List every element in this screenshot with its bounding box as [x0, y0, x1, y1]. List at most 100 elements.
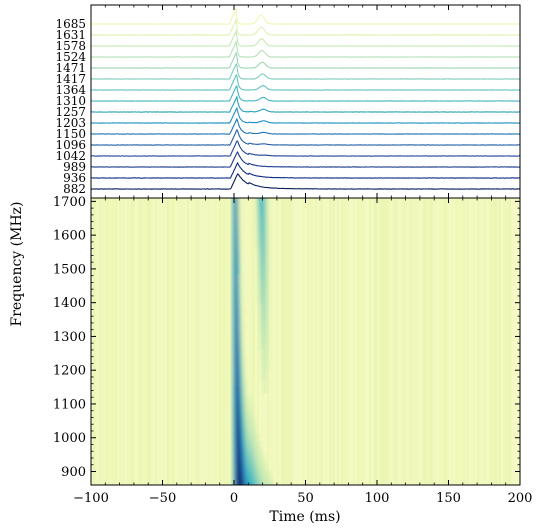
- noise-streak: [469, 198, 471, 485]
- noise-streak: [475, 198, 477, 485]
- spectrum-cell: [237, 366, 240, 370]
- spectrum-cell: [266, 285, 269, 289]
- spectrum-cell: [230, 201, 233, 205]
- spectrum-cell: [239, 482, 242, 485]
- spectrum-cell: [266, 325, 269, 329]
- spectrum-cell: [264, 360, 267, 364]
- noise-streak: [437, 198, 439, 485]
- spectrum-cell: [264, 268, 267, 272]
- spectrum-cell: [258, 204, 261, 208]
- spectrum-cell: [230, 252, 233, 256]
- noise-streak: [511, 198, 513, 485]
- noise-streak: [479, 198, 481, 485]
- spectrum-cell: [234, 317, 237, 321]
- spectrum-cell: [237, 298, 240, 302]
- noise-streak: [291, 198, 293, 485]
- spectrum-cell: [263, 309, 266, 313]
- spectrum-cell: [264, 306, 267, 310]
- spectrum-cell: [240, 409, 243, 413]
- spectrum-cell: [263, 222, 266, 226]
- profile-line-882: [91, 173, 520, 190]
- noise-streak: [301, 198, 303, 485]
- spectrum-cell: [247, 447, 250, 451]
- spectrum-cell: [237, 339, 240, 343]
- spectrum-cell: [264, 222, 267, 226]
- spectrum-cell: [230, 274, 233, 278]
- spectrum-cell: [254, 474, 257, 478]
- spectrum-cell: [237, 349, 240, 353]
- spectrum-cell: [242, 393, 245, 397]
- profile-label: 936: [63, 171, 86, 185]
- noise-streak: [183, 198, 185, 485]
- spectrum-cell: [240, 457, 243, 461]
- spectrum-cell: [232, 204, 235, 208]
- spectrum-cell: [235, 306, 238, 310]
- spectrum-cell: [249, 449, 252, 453]
- spectrum-cell: [232, 268, 235, 272]
- spectrum-cell: [263, 212, 266, 216]
- spectrum-cell: [261, 258, 264, 262]
- spectrum-cell: [251, 441, 254, 445]
- spectrum-cell: [239, 360, 242, 364]
- spectrum-cell: [266, 366, 269, 370]
- spectrum-cell: [264, 201, 267, 205]
- spectrum-cell: [242, 468, 245, 472]
- spectrum-cell: [247, 420, 250, 424]
- spectrum-cell: [240, 355, 243, 359]
- spectrum-cell: [256, 222, 259, 226]
- spectrum-cell: [258, 295, 261, 299]
- spectrum-cell: [237, 309, 240, 313]
- spectrum-cell: [261, 317, 264, 321]
- noise-streak: [93, 198, 95, 485]
- spectrum-cell: [230, 325, 233, 329]
- spectrum-cell: [232, 414, 235, 418]
- spectrum-burst: [230, 198, 274, 485]
- spectrum-cell: [263, 252, 266, 256]
- spectrum-cell: [235, 312, 238, 316]
- spectrum-cell: [239, 449, 242, 453]
- noise-streak: [435, 198, 437, 485]
- spectrum-cell: [271, 479, 274, 483]
- spectrum-cell: [232, 333, 235, 337]
- spectrum-cell: [266, 352, 269, 356]
- spectrum-cell: [261, 344, 264, 348]
- spectrum-cell: [234, 398, 237, 402]
- noise-streak: [269, 198, 271, 485]
- spectrum-cell: [263, 476, 266, 480]
- spectrum-cell: [263, 250, 266, 253]
- spectrum-cell: [266, 333, 269, 337]
- noise-streak: [275, 198, 277, 485]
- spectrum-cell: [235, 479, 238, 483]
- spectrum-cell: [232, 298, 235, 302]
- spectrum-cell: [237, 322, 240, 326]
- spectrum-cell: [232, 452, 235, 456]
- spectrum-cell: [232, 382, 235, 386]
- spectrum-cell: [235, 217, 238, 221]
- spectrum-cell: [246, 409, 249, 413]
- spectrum-cell: [234, 290, 237, 294]
- spectrum-cell: [256, 449, 259, 453]
- spectrum-cell: [232, 301, 235, 305]
- spectrum-cell: [230, 255, 233, 259]
- spectrum-cell: [259, 282, 262, 286]
- spectrum-cell: [252, 457, 255, 461]
- spectrum-cell: [232, 398, 235, 402]
- spectrum-cell: [232, 263, 235, 267]
- spectrum-cell: [264, 474, 267, 478]
- spectrum-cell: [264, 314, 267, 318]
- spectrum-cell: [234, 209, 237, 213]
- spectrum-cell: [240, 406, 243, 410]
- spectrum-cell: [251, 414, 254, 418]
- spectrum-cell: [247, 482, 250, 485]
- spectrum-cell: [237, 255, 240, 259]
- profile-label: 1310: [55, 94, 86, 108]
- profile-label: 1203: [55, 116, 86, 130]
- spectrum-cell: [232, 460, 235, 464]
- spectrum-cell: [232, 320, 235, 324]
- spectrum-cell: [266, 298, 269, 302]
- spectrum-cell: [261, 336, 264, 340]
- noise-streak: [347, 198, 349, 485]
- spectrum-cell: [244, 455, 247, 459]
- spectrum-cell: [240, 401, 243, 405]
- spectrum-cell: [263, 217, 266, 221]
